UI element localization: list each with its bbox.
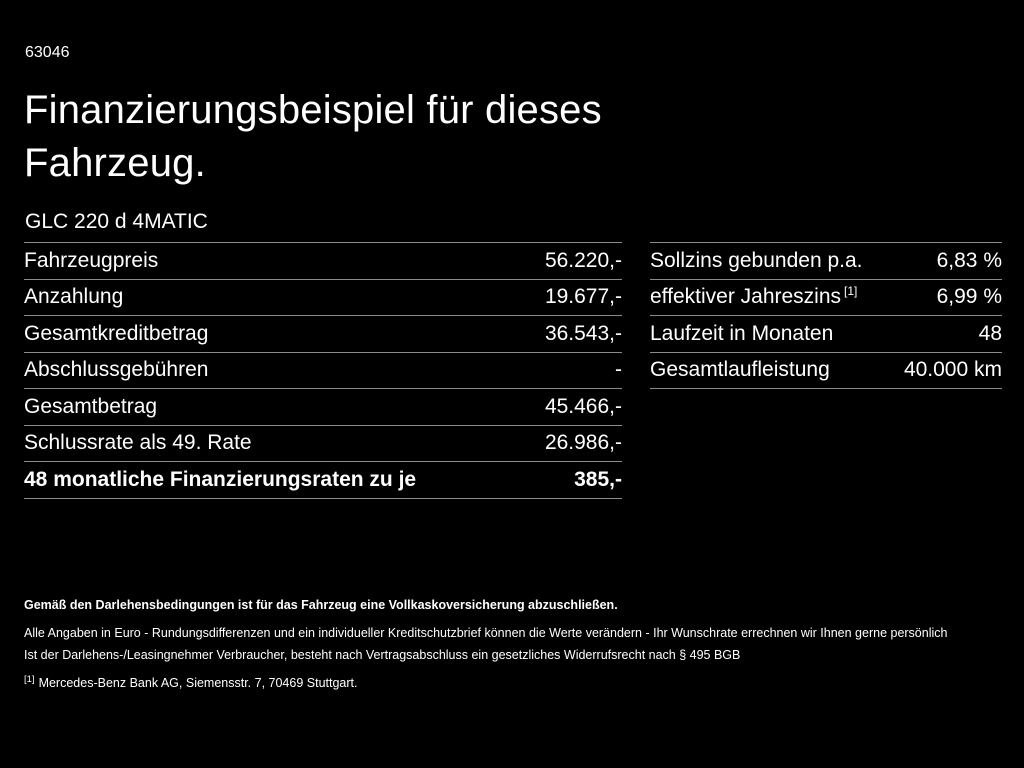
row-label: Gesamtlaufleistung: [650, 358, 830, 382]
footnote-ref-text: Mercedes-Benz Bank AG, Siemensstr. 7, 70…: [38, 676, 358, 690]
table-row: Sollzins gebunden p.a. 6,83 %: [650, 242, 1002, 279]
footnote-disclaimer-1: Alle Angaben in Euro - Rundungsdifferenz…: [24, 626, 948, 640]
footnote-reference: [1] Mercedes-Benz Bank AG, Siemensstr. 7,…: [24, 673, 1004, 691]
table-row: Abschlussgebühren -: [24, 351, 622, 389]
table-row: Gesamtkreditbetrag 36.543,-: [24, 315, 622, 352]
row-label: Fahrzeugpreis: [24, 248, 159, 272]
conditions-table: Sollzins gebunden p.a. 6,83 % effektiver…: [650, 242, 1002, 389]
row-value: 48: [978, 321, 1002, 345]
table-row: Anzahlung 19.677,-: [24, 278, 622, 316]
row-label: Laufzeit in Monaten: [650, 321, 834, 345]
finance-table: Fahrzeugpreis 56.220,- Anzahlung 19.677,…: [24, 242, 622, 499]
row-label: Gesamtbetrag: [24, 394, 158, 418]
table-row: Gesamtbetrag 45.466,-: [24, 388, 622, 425]
table-row: Gesamtlaufleistung 40.000 km: [650, 351, 1002, 389]
row-label: Schlussrate als 49. Rate: [24, 431, 252, 455]
row-value: 6,99 %: [936, 285, 1002, 309]
table-row-monthly-rate: 48 monatliche Finanzierungsraten zu je 3…: [24, 461, 622, 498]
row-value: 6,83 %: [936, 248, 1002, 272]
footnote-insurance: Gemäß den Darlehensbedingungen ist für d…: [24, 598, 618, 612]
row-value: 56.220,-: [544, 248, 622, 272]
row-label: Abschlussgebühren: [24, 358, 209, 382]
page-title: Finanzierungsbeispiel für dieses Fahrzeu…: [24, 88, 602, 185]
row-value: 40.000 km: [903, 358, 1002, 382]
table-row: Fahrzeugpreis 56.220,-: [24, 242, 622, 279]
footnote-disclaimer-2: Ist der Darlehens-/Leasingnehmer Verbrau…: [24, 648, 741, 662]
row-label: Anzahlung: [24, 285, 124, 309]
table-row: Schlussrate als 49. Rate 26.986,-: [24, 424, 622, 462]
footnote-ref-marker: [1]: [24, 673, 35, 685]
row-value: 19.677,-: [544, 285, 622, 309]
footnote-ref-superscript: [1]: [844, 284, 858, 299]
doc-number: 63046: [25, 44, 70, 61]
row-label: Gesamtkreditbetrag: [24, 321, 209, 345]
row-label-text: effektiver Jahreszins: [650, 285, 842, 309]
row-value: 36.543,-: [544, 321, 622, 345]
legal-footer: Gemäß den Darlehensbedingungen ist für d…: [24, 598, 1004, 691]
row-value: 385,-: [574, 467, 622, 491]
row-value: 45.466,-: [544, 394, 622, 418]
row-label: Sollzins gebunden p.a.: [650, 248, 863, 272]
vehicle-model: GLC 220 d 4MATIC: [25, 210, 208, 233]
table-row: Laufzeit in Monaten 48: [650, 315, 1002, 352]
row-label: 48 monatliche Finanzierungsraten zu je: [24, 467, 417, 491]
row-label: effektiver Jahreszins [1]: [650, 285, 857, 309]
row-value: -: [615, 358, 622, 382]
table-row: effektiver Jahreszins [1] 6,99 %: [650, 278, 1002, 316]
row-value: 26.986,-: [544, 431, 622, 455]
